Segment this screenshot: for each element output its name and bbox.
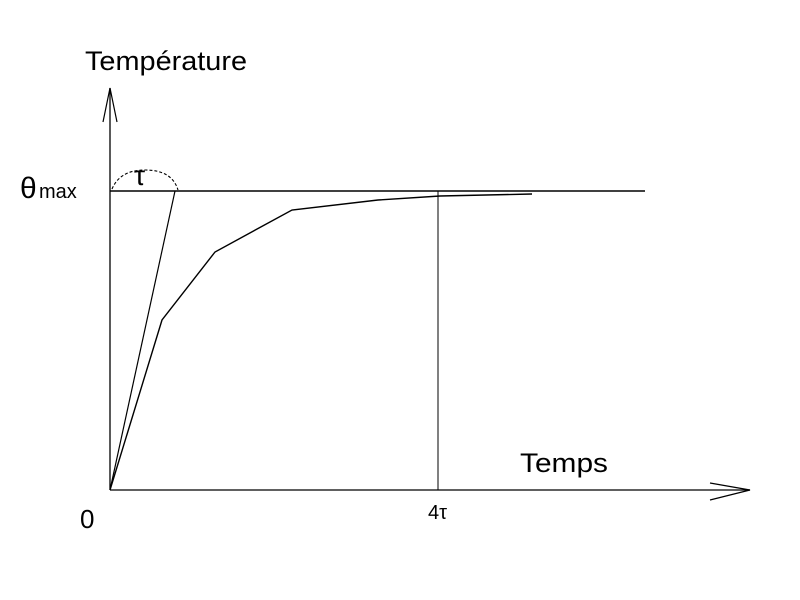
theta-symbol: θ — [20, 172, 37, 205]
y-axis-label: Température — [85, 46, 247, 76]
origin-label: 0 — [80, 504, 94, 534]
y-axis-arrow — [102, 87, 118, 123]
tangent-line — [109, 190, 176, 491]
tau-label: τ — [134, 160, 145, 191]
x-axis-arrow — [709, 482, 751, 501]
theta-subscript: max — [39, 181, 77, 203]
four-tau-label: 4τ — [428, 502, 447, 524]
response-curve — [109, 193, 533, 491]
x-axis-label: Temps — [520, 448, 608, 478]
tau-arc — [111, 169, 179, 191]
